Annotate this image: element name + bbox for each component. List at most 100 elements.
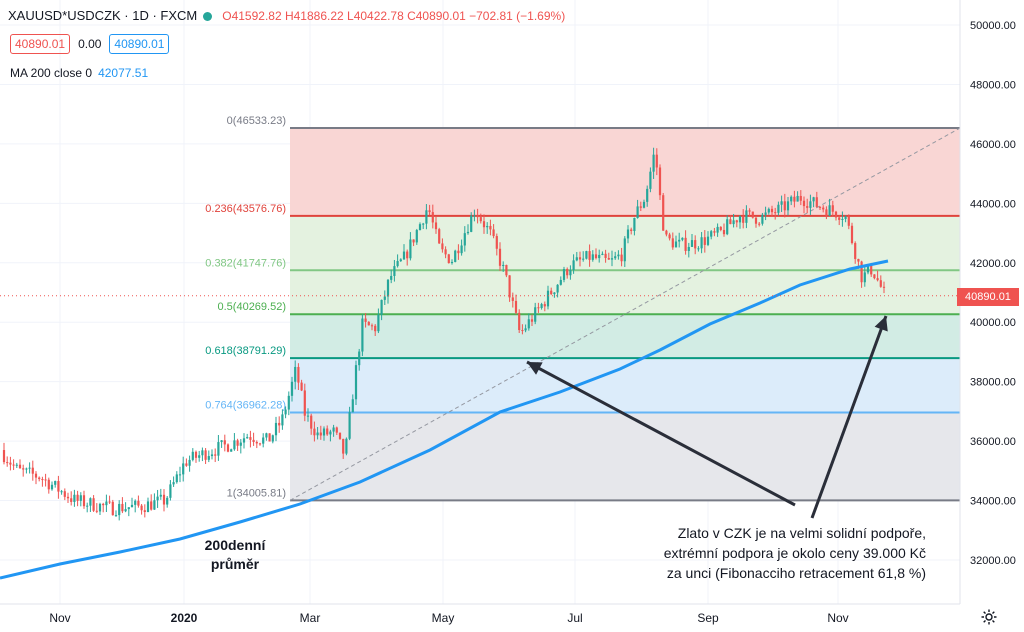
candle-body — [434, 222, 438, 230]
candle-body — [815, 197, 818, 207]
price-tick-label: 38000.00 — [970, 377, 1016, 389]
candle-body — [166, 497, 169, 505]
candle-body — [415, 230, 418, 243]
candle-body — [198, 455, 201, 458]
candle-body — [204, 450, 207, 460]
candle-body — [617, 254, 620, 257]
candle-body — [774, 212, 777, 214]
ma-200-line — [0, 259, 889, 580]
symbol-label[interactable]: XAUUSD*USDCZK · 1D · FXCM — [8, 8, 198, 23]
candle-body — [281, 414, 284, 426]
candle-body — [111, 501, 114, 516]
candle-body — [649, 171, 652, 189]
candle-body — [54, 481, 57, 485]
candle-body — [786, 201, 790, 211]
candle-body — [518, 312, 521, 331]
candle-body — [108, 501, 111, 503]
candle-body — [450, 261, 454, 264]
candle-body — [559, 279, 562, 285]
candle-body — [655, 154, 658, 168]
candle-body — [70, 498, 73, 502]
candle-body — [252, 439, 255, 442]
candle-body — [873, 274, 876, 279]
candle-body — [777, 204, 780, 213]
candle-body — [828, 205, 831, 216]
candle-body — [406, 251, 409, 259]
candle-body — [716, 226, 719, 233]
candle-body — [290, 381, 294, 396]
candle-body — [642, 201, 646, 208]
time-tick-label: Jul — [567, 611, 582, 625]
candle-body — [140, 505, 143, 511]
candle-body — [351, 399, 354, 413]
candle-body — [338, 432, 342, 439]
time-tick-label: Mar — [300, 611, 321, 625]
candle-body — [153, 500, 156, 510]
candle-body — [457, 250, 460, 254]
candle-body — [57, 481, 60, 492]
candle-body — [534, 307, 537, 322]
candle-body — [377, 314, 380, 332]
candle-body — [50, 484, 54, 490]
candle-body — [268, 433, 271, 442]
candle-body — [572, 260, 575, 271]
candle-body — [521, 330, 524, 332]
candle-body — [668, 234, 671, 239]
candle-body — [233, 440, 236, 450]
candle-body — [425, 210, 428, 224]
candle-body — [825, 209, 828, 216]
candle-body — [137, 500, 140, 506]
candle-body — [601, 253, 604, 255]
candle-body — [726, 219, 729, 235]
candle-body — [607, 257, 610, 260]
candle-body — [380, 299, 383, 315]
candle-body — [95, 510, 98, 512]
support-annotation[interactable]: Zlato v CZK je na velmi solidní podpoře,… — [560, 523, 926, 583]
candle-body — [729, 219, 732, 225]
candle-body — [9, 462, 12, 465]
candle-body — [124, 509, 127, 512]
candle-body — [172, 482, 175, 485]
indicator-legend[interactable]: MA 200 close 0 42077.51 — [10, 66, 148, 80]
price-tick-label: 34000.00 — [970, 496, 1016, 508]
candle-body — [175, 474, 178, 483]
candle-body — [60, 491, 63, 493]
candle-body — [764, 212, 767, 215]
candle-body — [841, 218, 844, 220]
candle-body — [306, 415, 310, 417]
fib-level-label: 0.5(40269.52) — [218, 301, 287, 313]
candle-body — [182, 463, 185, 475]
buy-button[interactable]: 40890.01 — [109, 34, 170, 54]
indicator-label: MA 200 close 0 — [10, 66, 93, 80]
gear-icon[interactable] — [980, 608, 998, 626]
candle-body — [444, 249, 447, 255]
candle-body — [838, 217, 841, 220]
candle-body — [582, 258, 585, 260]
candle-body — [710, 231, 713, 237]
candle-body — [748, 210, 751, 212]
candle-body — [588, 251, 591, 260]
candle-body — [735, 220, 738, 223]
candle-body — [569, 270, 572, 276]
candle-body — [188, 459, 191, 466]
candle-body — [767, 208, 770, 213]
candle-body — [300, 382, 303, 391]
candle-body — [178, 474, 182, 476]
candle-body — [697, 248, 700, 250]
sell-button[interactable]: 40890.01 — [10, 34, 71, 54]
price-tick-label: 40000.00 — [970, 317, 1016, 329]
candle-body — [220, 440, 223, 443]
candle-body — [18, 464, 22, 469]
candle-body — [809, 201, 812, 208]
fib-level-label: 0.236(43576.76) — [205, 203, 286, 215]
fib-level-label: 1(34005.81) — [227, 487, 286, 499]
candle-body — [863, 272, 866, 283]
time-tick-label: Sep — [697, 611, 719, 625]
ma-annotation[interactable]: 200denní průměr — [190, 536, 280, 574]
candle-body — [15, 464, 18, 466]
candle-body — [262, 437, 265, 444]
candle-body — [399, 259, 402, 262]
candle-body — [639, 206, 642, 208]
candle-body — [540, 304, 543, 309]
